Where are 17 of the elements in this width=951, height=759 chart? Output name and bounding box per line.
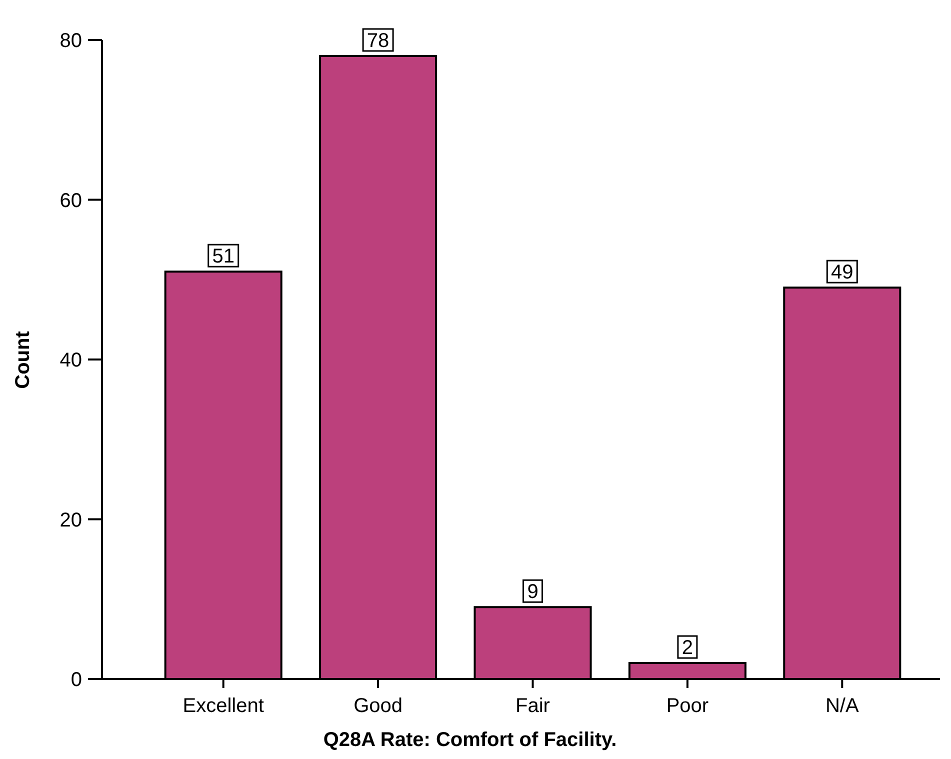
data-label: 9 [527,581,538,604]
x-tick-label: Excellent [182,695,264,717]
x-tick-label: Poor [666,695,709,717]
y-tick-label: 40 [60,350,82,372]
x-tick-label: Fair [516,695,550,717]
data-label: 78 [366,30,390,52]
y-tick-label: 60 [60,190,82,212]
y-axis-title: Count [12,330,34,389]
y-tick-label: 0 [70,669,82,691]
data-label: 49 [831,262,854,284]
y-tick-label: 80 [60,30,82,52]
x-tick-label: N/A [825,695,860,717]
y-tick-label: 20 [60,509,82,532]
data-label: 2 [682,637,694,660]
x-axis-title: Q28A Rate: Comfort of Facility. [323,729,617,751]
x-tick-label: Good [354,695,403,717]
data-label: 51 [212,246,234,268]
